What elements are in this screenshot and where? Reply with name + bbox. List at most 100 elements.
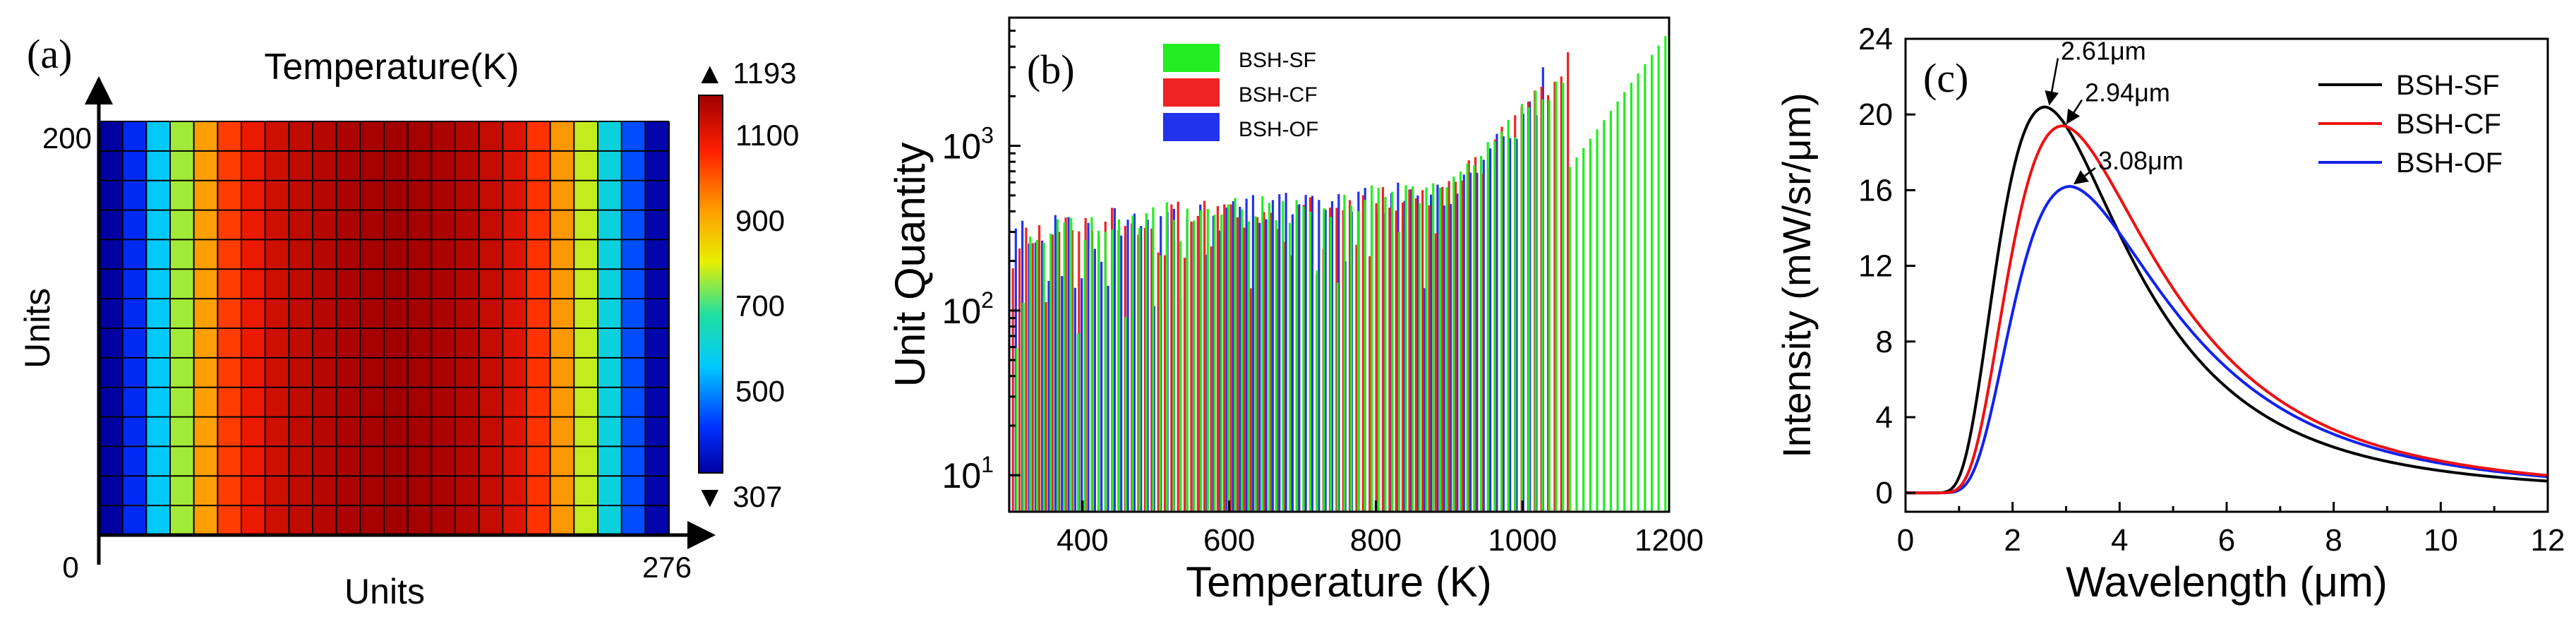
panel-b-plot-frame — [1008, 16, 1671, 513]
bar — [1045, 301, 1047, 512]
line-series-group — [1906, 105, 2548, 495]
y-tick-base: 10 — [942, 127, 982, 167]
bar — [1391, 191, 1394, 512]
bar — [1236, 217, 1239, 512]
annotation-pointer — [2066, 99, 2083, 124]
bar — [1441, 186, 1444, 512]
bar — [1476, 172, 1479, 512]
bar — [1408, 189, 1411, 512]
panel-c-label: (c) — [1923, 55, 1968, 101]
bar — [1575, 157, 1578, 512]
bar — [1507, 119, 1510, 512]
bar — [1467, 160, 1470, 512]
bar — [1203, 200, 1206, 512]
annotation-label: 2.61μm — [2061, 36, 2146, 65]
panel-b-legend: BSH-SF BSH-CF BSH-OF — [1163, 44, 1318, 141]
x-tick-label: 1000 — [1488, 523, 1557, 558]
bar — [1489, 148, 1492, 512]
bar — [1316, 270, 1318, 512]
bar — [1371, 185, 1373, 512]
bar — [1227, 204, 1230, 512]
bar — [1150, 228, 1153, 512]
bar — [1056, 219, 1059, 512]
bar — [1278, 194, 1281, 512]
bar — [1482, 160, 1485, 512]
legend-label-bsh-sf: BSH-SF — [1239, 49, 1316, 72]
bar — [1200, 210, 1203, 512]
bar — [1269, 212, 1272, 512]
y-tick-label: 16 — [1858, 173, 1893, 208]
bar — [1403, 200, 1406, 512]
bar — [1541, 99, 1544, 512]
bar — [1515, 138, 1518, 512]
legend-label-bsh-of: BSH-OF — [1239, 118, 1318, 141]
bar — [1282, 200, 1284, 512]
y-tick-label: 8 — [1876, 325, 1893, 359]
bar — [1265, 219, 1268, 512]
bar — [1210, 246, 1212, 512]
panel-a-label: (a) — [27, 31, 72, 77]
bar — [1258, 222, 1261, 512]
bar — [1534, 90, 1537, 512]
bar — [1015, 347, 1018, 512]
y-tick-label: 12 — [1858, 249, 1893, 284]
bar — [1120, 235, 1123, 512]
x-tick-label: 4 — [2111, 523, 2128, 558]
bar — [1567, 52, 1570, 512]
bar — [1229, 204, 1232, 512]
x-tick-label: 12 — [2531, 523, 2565, 558]
panel-c-xlabel: Wavelength (μm) — [2066, 558, 2388, 606]
bar — [1295, 200, 1298, 512]
bar — [1421, 190, 1424, 512]
legend-label-c-bsh-sf: BSH-SF — [2396, 70, 2500, 101]
bar — [1308, 211, 1312, 512]
bar — [1083, 239, 1086, 512]
bar — [1245, 198, 1248, 512]
bar — [1216, 206, 1220, 512]
bar — [1104, 232, 1107, 512]
bar — [1423, 288, 1426, 512]
bar — [1018, 248, 1021, 512]
colorbar-tick-label: 700 — [735, 289, 785, 323]
bar — [1436, 184, 1439, 512]
bar — [1664, 36, 1667, 512]
bar — [1596, 129, 1599, 512]
bar — [1232, 200, 1235, 512]
bar — [1261, 196, 1264, 512]
bar — [1473, 165, 1476, 512]
bar — [1361, 195, 1364, 512]
bar — [1054, 215, 1057, 512]
x-tick-label: 8 — [2325, 523, 2342, 558]
bar — [1193, 220, 1196, 512]
panel-a: (a) Temperature(K) 0 276 200 Units Units… — [18, 31, 799, 611]
bar — [1081, 278, 1083, 512]
bar — [1500, 131, 1503, 512]
bar — [1302, 206, 1305, 512]
panel-c-ylabel: Intensity (mW/sr/μm) — [1774, 92, 1819, 458]
bar — [1311, 196, 1314, 512]
legend-swatch-bsh-sf — [1163, 44, 1220, 72]
bar — [1138, 227, 1141, 512]
bar — [1375, 203, 1378, 512]
bar — [1329, 217, 1332, 512]
bar — [1381, 187, 1385, 512]
bar — [1163, 255, 1167, 512]
bar — [1356, 211, 1359, 512]
heatmap-grid — [98, 121, 670, 536]
bar — [1459, 172, 1462, 512]
colorbar-tick-label: 500 — [735, 374, 785, 407]
bar — [1445, 187, 1448, 512]
bar — [1049, 233, 1052, 512]
bar — [1140, 226, 1143, 512]
bar-series-bsh-sf — [1015, 36, 1667, 512]
legend-label-c-bsh-cf: BSH-CF — [2396, 109, 2501, 140]
x-tick-label: 2 — [2004, 523, 2021, 558]
bar — [1388, 208, 1391, 512]
bar — [1434, 233, 1437, 512]
bar — [1073, 287, 1076, 512]
bar — [1067, 217, 1070, 512]
colorbar-min-label: ▼ 307 — [695, 480, 782, 513]
